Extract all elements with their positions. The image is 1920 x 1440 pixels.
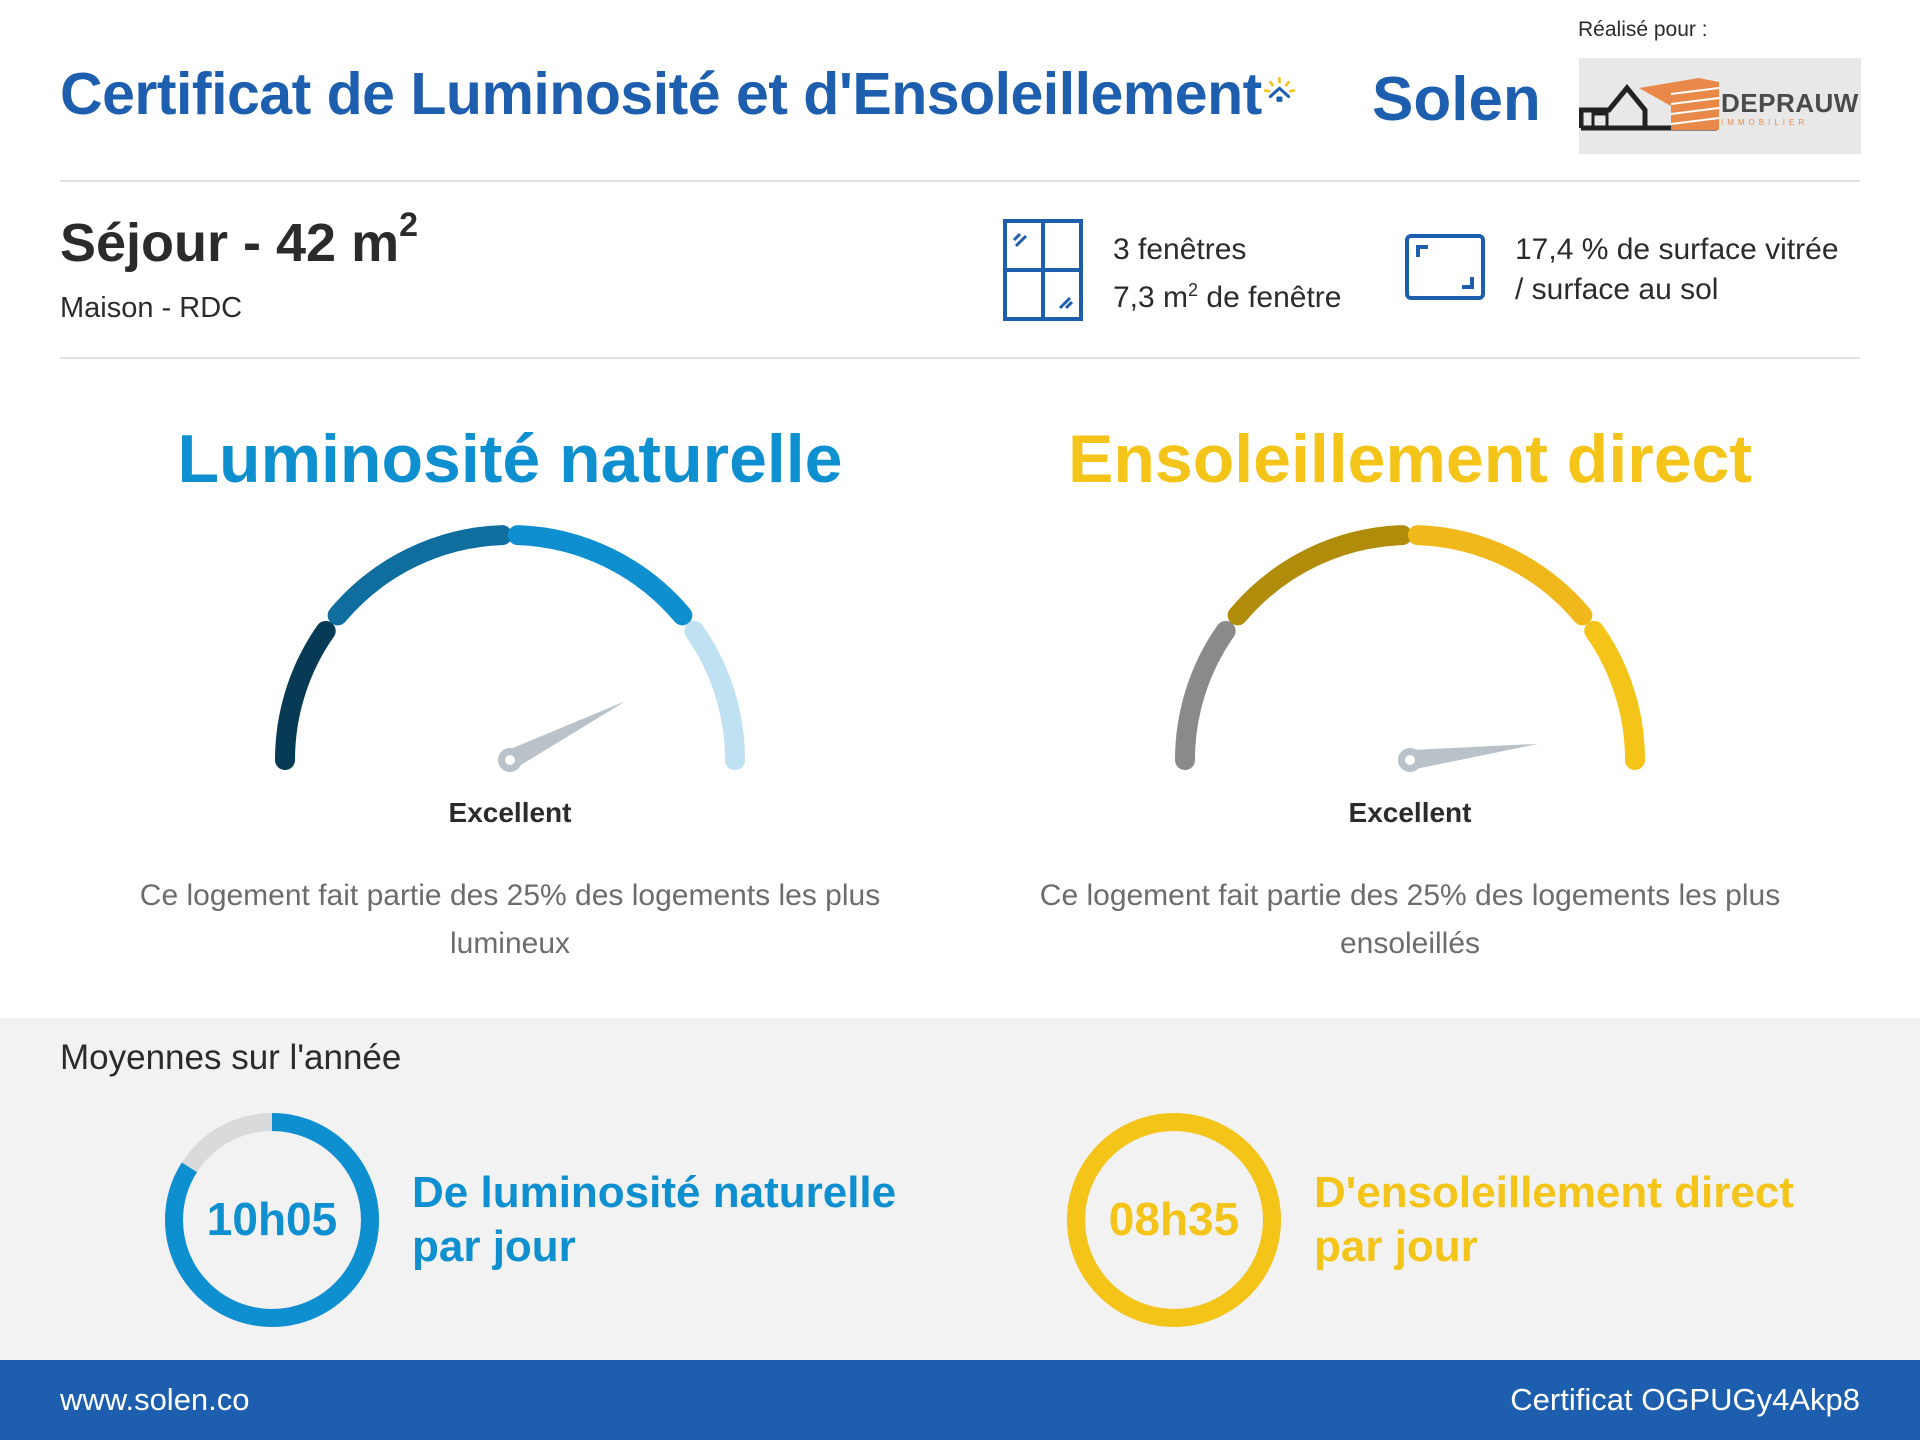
divider <box>60 180 1860 182</box>
luminosity-average-label: De luminosité naturelle par jour <box>412 1168 897 1271</box>
brand-name: Solen <box>1372 65 1541 134</box>
solen-logo <box>1263 77 1296 102</box>
averages-title: Moyennes sur l'année <box>60 1038 402 1077</box>
window-icon <box>1003 219 1083 321</box>
website-link[interactable]: www.solen.co <box>60 1382 250 1417</box>
gauge-needle <box>1408 743 1539 770</box>
windows-count: 3 fenêtres <box>1113 233 1247 266</box>
divider <box>60 357 1860 359</box>
sunshine-description: Ce logement fait partie des 25% des loge… <box>1039 879 1781 960</box>
room-subtitle: Maison - RDC <box>60 292 243 324</box>
gauge-segment <box>507 525 693 626</box>
gauge-segment <box>275 620 336 770</box>
page-title: Certificat de Luminosité et d'Ensoleille… <box>60 61 1262 127</box>
sun-icon <box>1263 77 1296 93</box>
sunshine-hours: 08h35 <box>1108 1193 1240 1245</box>
sunshine-gauge <box>1175 525 1645 772</box>
glazing-line-2: / surface au sol <box>1515 273 1719 306</box>
sunshine-ring <box>1067 1113 1281 1327</box>
sunshine-average-label: D'ensoleillement direct par jour <box>1314 1168 1794 1271</box>
gauge-segment <box>1407 525 1593 626</box>
made-for-label: Réalisé pour : <box>1578 18 1708 41</box>
gauge-needle-center <box>505 755 515 765</box>
ring-progress <box>165 1113 379 1327</box>
client-name: DEPRAUW <box>1721 88 1859 118</box>
gauge-segment <box>684 620 745 770</box>
sunshine-title: Ensoleillement direct <box>1068 421 1752 497</box>
gauge-needle-center <box>1405 755 1415 765</box>
glazing-line-1: 17,4 % de surface vitrée <box>1515 233 1839 266</box>
gauge-segment <box>327 525 513 626</box>
footer: www.solen.co Certificat OGPUGy4Akp8 <box>0 1360 1920 1440</box>
room-title: Séjour - 42 m2 <box>60 206 419 273</box>
client-building-icon <box>1579 78 1719 131</box>
certificate-id: Certificat OGPUGy4Akp8 <box>1510 1382 1860 1417</box>
sunshine-rating: Excellent <box>1348 797 1472 828</box>
luminosity-description: Ce logement fait partie des 25% des loge… <box>139 879 881 960</box>
window-area: 7,3 m2 de fenêtre <box>1113 280 1342 314</box>
luminosity-rating: Excellent <box>448 797 572 828</box>
header: Certificat de Luminosité et d'Ensoleille… <box>0 0 1920 180</box>
luminosity-hours: 10h05 <box>206 1193 338 1245</box>
gauge-needle <box>505 700 626 769</box>
gauge-segment <box>1175 620 1236 770</box>
glazing-stat: 17,4 % de surface vitrée / surface au so… <box>1515 230 1839 310</box>
windows-stat: 3 fenêtres 7,3 m2 de fenêtre <box>1113 230 1341 318</box>
client-logo: DEPRAUW IMMOBILIER <box>1579 58 1861 154</box>
luminosity-gauge <box>275 525 745 772</box>
ring-progress <box>1067 1113 1281 1327</box>
gauge-segment <box>1227 525 1413 626</box>
gauge-segment <box>1584 620 1645 770</box>
client-subtitle: IMMOBILIER <box>1721 118 1809 127</box>
house-icon <box>1268 86 1291 102</box>
luminosity-title: Luminosité naturelle <box>177 421 843 497</box>
floor-surface-icon <box>1405 234 1485 300</box>
luminosity-ring <box>165 1113 379 1327</box>
